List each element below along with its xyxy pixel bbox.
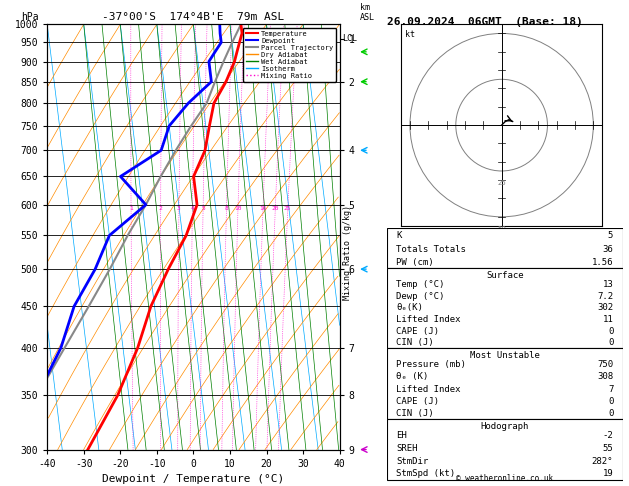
Text: 16: 16	[259, 206, 267, 210]
Text: PW (cm): PW (cm)	[396, 258, 434, 267]
Text: 20: 20	[272, 206, 279, 210]
Title: -37°00'S  174°4B'E  79m ASL: -37°00'S 174°4B'E 79m ASL	[103, 12, 284, 22]
Text: 5: 5	[201, 206, 205, 210]
Text: Most Unstable: Most Unstable	[470, 351, 540, 360]
Text: 50: 50	[497, 226, 506, 232]
Text: 2: 2	[159, 206, 162, 210]
Text: 0: 0	[608, 409, 613, 418]
Bar	[387, 268, 623, 348]
Text: 11: 11	[603, 315, 613, 324]
Text: 25: 25	[498, 180, 506, 186]
Text: CIN (J): CIN (J)	[396, 409, 434, 418]
Text: 4: 4	[191, 206, 194, 210]
Text: 302: 302	[597, 303, 613, 312]
Text: 5: 5	[608, 231, 613, 240]
Legend: Temperature, Dewpoint, Parcel Trajectory, Dry Adiabat, Wet Adiabat, Isotherm, Mi: Temperature, Dewpoint, Parcel Trajectory…	[243, 28, 336, 82]
Text: Hodograph: Hodograph	[481, 422, 529, 431]
Text: Surface: Surface	[486, 272, 523, 280]
Text: 8: 8	[225, 206, 228, 210]
Text: StmSpd (kt): StmSpd (kt)	[396, 469, 455, 478]
Text: hPa: hPa	[21, 12, 38, 22]
Text: CAPE (J): CAPE (J)	[396, 327, 439, 336]
Text: Totals Totals: Totals Totals	[396, 244, 466, 254]
Text: 10: 10	[234, 206, 242, 210]
Text: Pressure (mb): Pressure (mb)	[396, 360, 466, 369]
Text: 19: 19	[603, 469, 613, 478]
Text: SREH: SREH	[396, 444, 418, 453]
Text: 1: 1	[129, 206, 133, 210]
Text: 282°: 282°	[592, 457, 613, 466]
Text: -2: -2	[603, 431, 613, 440]
Text: 7.2: 7.2	[597, 292, 613, 301]
Text: Lifted Index: Lifted Index	[396, 384, 461, 394]
Text: 0: 0	[608, 327, 613, 336]
Text: StmDir: StmDir	[396, 457, 428, 466]
Bar	[387, 348, 623, 419]
Text: Temp (°C): Temp (°C)	[396, 280, 445, 289]
Text: Lifted Index: Lifted Index	[396, 315, 461, 324]
Text: CAPE (J): CAPE (J)	[396, 397, 439, 406]
X-axis label: Dewpoint / Temperature (°C): Dewpoint / Temperature (°C)	[103, 474, 284, 484]
Text: 26.09.2024  06GMT  (Base: 18): 26.09.2024 06GMT (Base: 18)	[387, 17, 582, 27]
Text: 0: 0	[608, 397, 613, 406]
Text: 55: 55	[603, 444, 613, 453]
Bar	[387, 228, 623, 268]
Text: 308: 308	[597, 372, 613, 382]
Text: 750: 750	[597, 360, 613, 369]
Text: Dewp (°C): Dewp (°C)	[396, 292, 445, 301]
Text: 36: 36	[603, 244, 613, 254]
Text: 13: 13	[603, 280, 613, 289]
Text: EH: EH	[396, 431, 407, 440]
Text: © weatheronline.co.uk: © weatheronline.co.uk	[456, 474, 554, 484]
Text: LCL: LCL	[343, 34, 357, 43]
Text: 1.56: 1.56	[592, 258, 613, 267]
Text: 7: 7	[608, 384, 613, 394]
Text: θₑ(K): θₑ(K)	[396, 303, 423, 312]
Text: kt: kt	[405, 30, 415, 39]
Text: K: K	[396, 231, 402, 240]
Text: 3: 3	[177, 206, 181, 210]
Text: 25: 25	[284, 206, 291, 210]
Bar	[387, 419, 623, 480]
Text: km
ASL: km ASL	[360, 3, 375, 22]
Text: 0: 0	[608, 338, 613, 347]
Text: CIN (J): CIN (J)	[396, 338, 434, 347]
Text: θₑ (K): θₑ (K)	[396, 372, 428, 382]
Text: Mixing Ratio (g/kg): Mixing Ratio (g/kg)	[343, 205, 352, 300]
